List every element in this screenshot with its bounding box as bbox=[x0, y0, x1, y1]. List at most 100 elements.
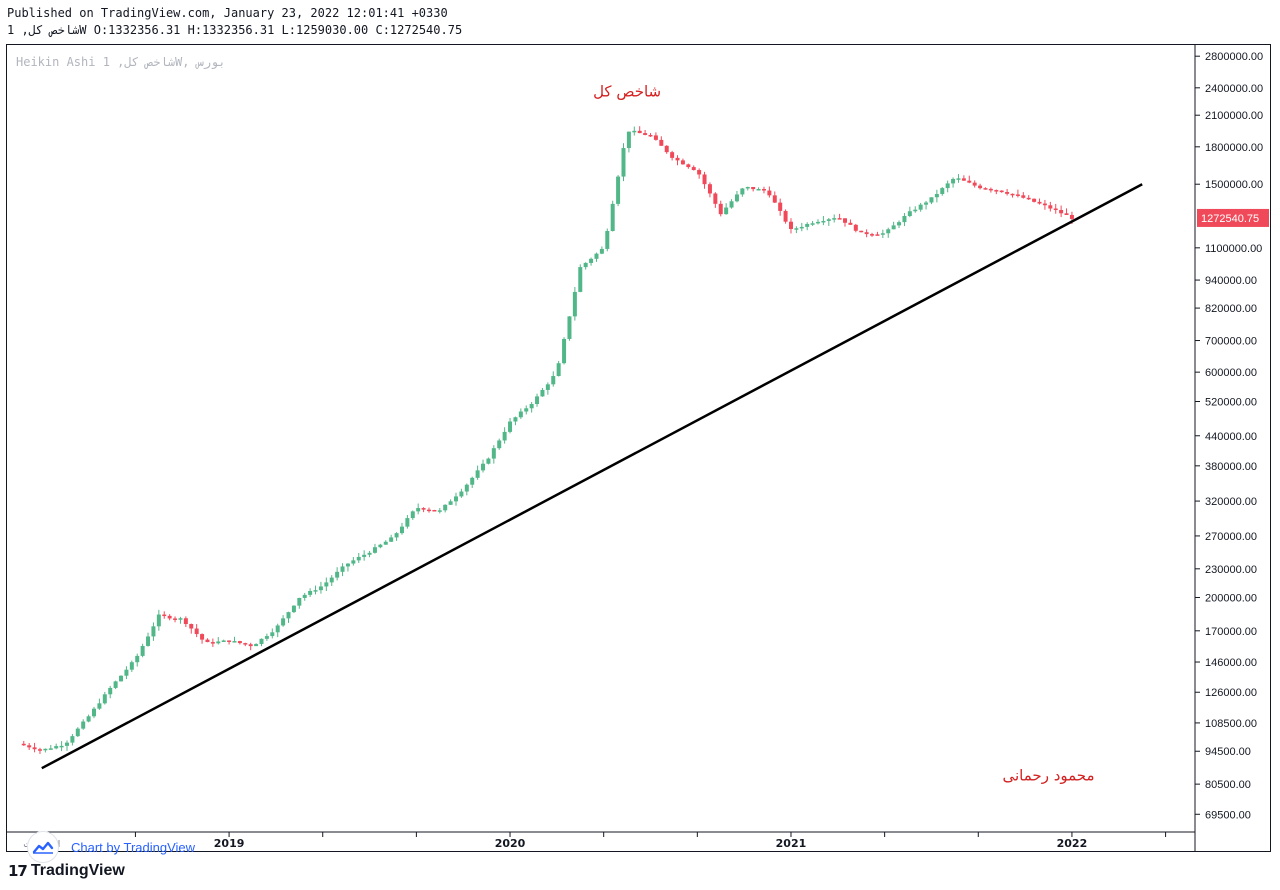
price-axis[interactable]: 2800000.00 2400000.00 2100000.00 1800000.00… bbox=[1195, 51, 1269, 821]
candle-body bbox=[1042, 203, 1047, 206]
candle-body bbox=[837, 218, 842, 220]
candle-body bbox=[70, 736, 75, 743]
candle-body bbox=[745, 186, 750, 189]
candle-body bbox=[794, 228, 799, 230]
candle-body bbox=[443, 504, 448, 511]
candle-body bbox=[788, 221, 793, 229]
candle-body bbox=[248, 644, 253, 647]
candle-body bbox=[632, 130, 637, 133]
candle-body bbox=[778, 202, 783, 211]
candle-body bbox=[21, 743, 26, 746]
candle-body bbox=[870, 234, 875, 236]
candle-body bbox=[562, 338, 567, 364]
candle-body bbox=[1053, 208, 1058, 211]
candle-body bbox=[189, 624, 194, 629]
candle-body bbox=[486, 458, 491, 464]
candle-body bbox=[610, 203, 615, 231]
candle-body bbox=[43, 748, 48, 751]
price-tick-label: 1800000.00 bbox=[1205, 142, 1263, 154]
candle-body bbox=[102, 694, 107, 704]
candle-body bbox=[675, 157, 680, 161]
candle-body bbox=[951, 178, 956, 184]
candle-body bbox=[756, 188, 761, 191]
candle-body bbox=[221, 640, 226, 642]
candle-body bbox=[335, 571, 340, 578]
candle-body bbox=[978, 185, 983, 189]
candle-body bbox=[1069, 214, 1074, 219]
candle-body bbox=[518, 411, 523, 418]
last-price-badge bbox=[1197, 208, 1269, 227]
candle-body bbox=[270, 632, 275, 637]
candle-body bbox=[1026, 197, 1031, 200]
candle-body bbox=[275, 625, 280, 633]
candle-body bbox=[626, 131, 631, 149]
price-tick-label: 940000.00 bbox=[1205, 275, 1257, 287]
price-tick-label: 2100000.00 bbox=[1205, 110, 1263, 122]
candle-body bbox=[81, 721, 86, 729]
attribution-text[interactable]: Chart by TradingView bbox=[71, 839, 196, 855]
candle-body bbox=[702, 174, 707, 185]
candle-body bbox=[691, 167, 696, 171]
candle-body bbox=[583, 262, 588, 268]
candle-body bbox=[410, 511, 415, 519]
candle-body bbox=[135, 655, 140, 663]
candle-body bbox=[864, 232, 869, 235]
candle-body bbox=[459, 491, 464, 497]
candle-body bbox=[378, 544, 383, 548]
candle-body bbox=[75, 728, 80, 737]
candle-body bbox=[92, 708, 97, 717]
price-tick-label: 1100000.00 bbox=[1205, 243, 1262, 255]
tradingview-logo[interactable]: 17 TradingView bbox=[8, 862, 125, 880]
candle-body bbox=[529, 404, 534, 409]
candle-body bbox=[237, 641, 242, 644]
candle-body bbox=[259, 638, 264, 645]
candle-body bbox=[502, 431, 507, 441]
candle-body bbox=[999, 190, 1004, 193]
candle-body bbox=[356, 556, 361, 561]
publish-info: Published on TradingView.com, January 23… bbox=[7, 6, 448, 20]
symbol-ohlc-line: شاخص کل, 1W O:1332356.31 H:1332356.31 L:… bbox=[7, 23, 463, 37]
candle-body bbox=[724, 207, 729, 215]
candle-body bbox=[988, 188, 993, 191]
price-tick-label: 2800000.00 bbox=[1205, 51, 1263, 63]
candle-body bbox=[205, 639, 210, 643]
candle-body bbox=[945, 183, 950, 189]
time-axis[interactable]: اردیبهشت2019202020212022 bbox=[23, 832, 1167, 850]
chart-annotation: محمود رحمانی bbox=[1003, 766, 1095, 784]
price-tick-label: 230000.00 bbox=[1205, 564, 1257, 576]
candle-body bbox=[194, 628, 199, 635]
candle-body bbox=[1015, 194, 1020, 196]
candle-body bbox=[605, 230, 610, 249]
candle-body bbox=[329, 577, 334, 583]
candle-body bbox=[799, 226, 804, 229]
candle-body bbox=[405, 518, 410, 527]
candle-body bbox=[924, 202, 929, 205]
candle-body bbox=[1021, 195, 1026, 198]
candle-body bbox=[524, 408, 529, 412]
candle-body bbox=[200, 634, 205, 640]
candle-body bbox=[454, 496, 459, 502]
candle-body bbox=[761, 188, 766, 191]
candle-body bbox=[664, 145, 669, 153]
price-tick-label: 600000.00 bbox=[1205, 367, 1257, 379]
candle-body bbox=[913, 209, 918, 212]
price-chart[interactable]: 2800000.00 2400000.00 2100000.00 1800000.00… bbox=[7, 45, 1270, 851]
chart-frame[interactable]: 2800000.00 2400000.00 2100000.00 1800000.00… bbox=[6, 44, 1271, 863]
candle-body bbox=[940, 188, 945, 195]
trendline-layer bbox=[41, 183, 1143, 770]
candle-body bbox=[578, 267, 583, 292]
candle-body bbox=[37, 749, 42, 751]
candle-body bbox=[540, 389, 545, 397]
candle-body bbox=[1032, 198, 1037, 202]
price-tick-label: 126000.00 bbox=[1205, 687, 1257, 699]
last-price-label: 1272540.75 bbox=[1201, 213, 1259, 225]
candle-body bbox=[448, 501, 453, 505]
chart-attribution[interactable]: Chart by TradingView bbox=[27, 831, 195, 863]
candles bbox=[21, 126, 1074, 754]
candle-body bbox=[1037, 201, 1042, 204]
price-tick-label: 700000.00 bbox=[1205, 336, 1257, 348]
candle-body bbox=[264, 636, 269, 639]
candle-body bbox=[621, 148, 626, 177]
candle-body bbox=[167, 615, 172, 619]
candle-body bbox=[734, 194, 739, 202]
